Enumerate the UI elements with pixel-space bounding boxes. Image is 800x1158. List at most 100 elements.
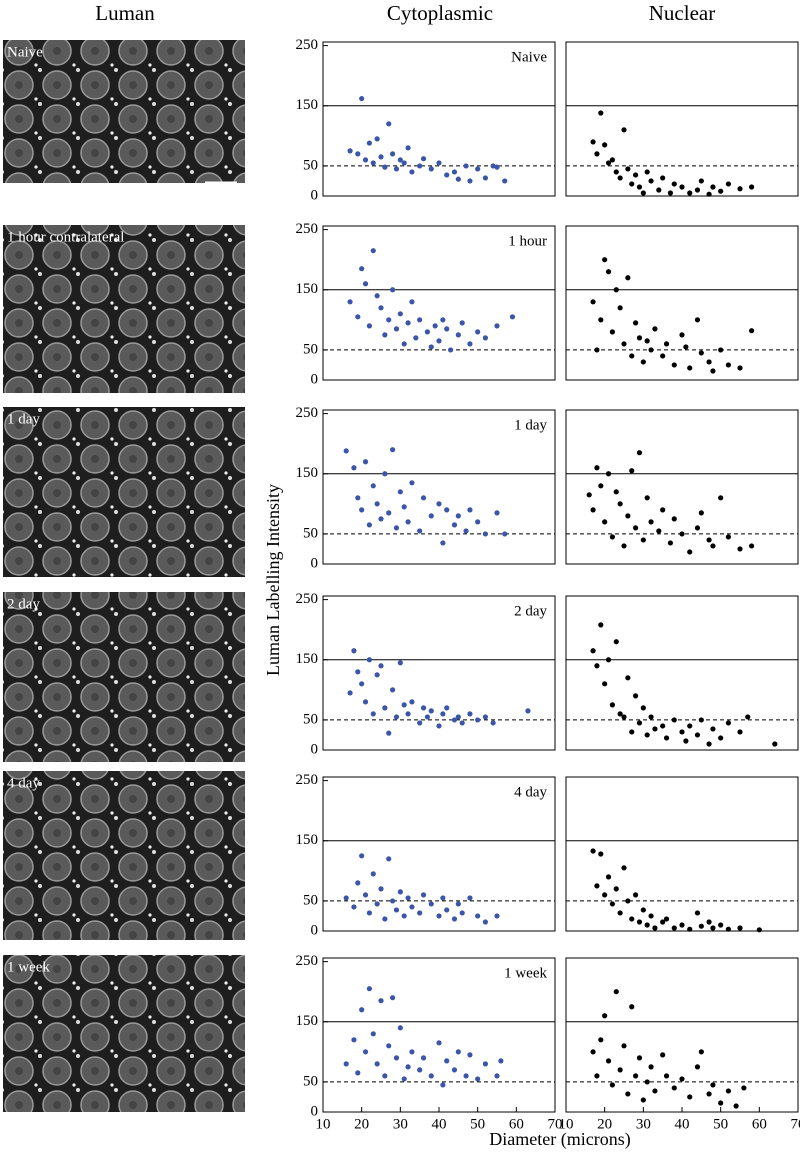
data-point (625, 275, 631, 281)
data-point (652, 925, 658, 931)
data-point (598, 483, 604, 489)
data-point (660, 353, 666, 359)
data-point (378, 154, 384, 160)
data-point (605, 1058, 612, 1064)
data-point (494, 1073, 500, 1079)
data-point (374, 501, 380, 507)
micrograph (3, 955, 245, 1112)
data-point (749, 184, 755, 190)
y-tick-label: 250 (296, 772, 319, 788)
data-point (393, 1055, 400, 1061)
data-point (648, 178, 654, 184)
data-point (609, 157, 616, 163)
data-point (393, 326, 400, 332)
data-point (420, 892, 427, 898)
data-point (401, 504, 407, 510)
data-point (663, 341, 670, 347)
data-point (390, 287, 396, 293)
data-point (594, 883, 600, 889)
data-point (656, 187, 662, 193)
data-point (482, 714, 488, 720)
data-point (660, 1052, 666, 1058)
data-point (420, 705, 427, 711)
data-point (644, 1079, 650, 1085)
data-point (444, 705, 450, 711)
data-point (347, 148, 353, 154)
data-point (652, 326, 658, 332)
data-point (440, 711, 446, 717)
plot-frame (565, 957, 799, 1113)
data-point (621, 865, 627, 871)
data-point (733, 1103, 739, 1109)
data-point (749, 543, 755, 549)
data-point (494, 323, 500, 329)
data-point (467, 178, 473, 184)
data-point (725, 926, 732, 932)
y-tick-label: 50 (303, 157, 318, 173)
plot-frame (322, 595, 556, 751)
data-point (405, 320, 411, 326)
data-point (343, 1061, 349, 1067)
data-point (355, 314, 361, 320)
data-point (417, 163, 423, 169)
data-point (710, 726, 716, 732)
data-point (351, 648, 357, 654)
data-point (710, 543, 716, 549)
data-point (494, 913, 500, 919)
data-point (667, 540, 674, 546)
x-axis-label: Diameter (microns) (489, 1129, 630, 1150)
data-point (467, 341, 473, 347)
data-point (598, 1037, 604, 1043)
data-point (706, 359, 712, 365)
data-point (629, 1004, 635, 1010)
data-point (725, 362, 732, 368)
plot-frame (565, 41, 799, 197)
data-point (428, 1073, 434, 1079)
data-point (417, 317, 423, 323)
data-point (390, 687, 396, 693)
data-point (698, 350, 704, 356)
data-point (609, 329, 616, 335)
x-tick-label: 20 (597, 1116, 612, 1132)
data-point (382, 164, 388, 170)
panel-title: 1 hour (508, 233, 547, 249)
data-point (374, 1061, 380, 1067)
data-point (718, 735, 724, 741)
x-tick-label: 60 (509, 1116, 524, 1132)
data-point (444, 172, 450, 178)
data-point (382, 332, 388, 338)
data-point (370, 483, 376, 489)
data-point (586, 492, 592, 498)
data-point (405, 1064, 411, 1070)
data-point (613, 169, 619, 175)
data-point (718, 1100, 724, 1106)
y-tick-label: 150 (296, 651, 319, 667)
data-point (451, 717, 458, 723)
data-point (644, 169, 650, 175)
data-point (459, 720, 465, 726)
data-point (602, 1013, 608, 1019)
data-point (636, 720, 643, 726)
data-point (417, 528, 423, 534)
data-point (671, 181, 677, 187)
data-point (687, 365, 693, 371)
data-point (440, 895, 446, 901)
y-tick-label: 0 (311, 741, 319, 757)
data-point (455, 332, 461, 338)
data-point (667, 190, 674, 196)
data-point (629, 468, 635, 474)
data-point (362, 699, 369, 705)
data-point (436, 338, 442, 344)
data-point (382, 705, 388, 711)
data-point (679, 729, 685, 735)
data-point (428, 708, 434, 714)
data-point (482, 919, 488, 925)
panel-title: 1 week (504, 965, 547, 981)
plot-frame (322, 41, 556, 197)
data-point (355, 151, 361, 157)
data-point (374, 136, 380, 142)
data-point (390, 898, 396, 904)
data-point (602, 892, 608, 898)
data-point (694, 1064, 701, 1070)
data-point (451, 522, 458, 528)
